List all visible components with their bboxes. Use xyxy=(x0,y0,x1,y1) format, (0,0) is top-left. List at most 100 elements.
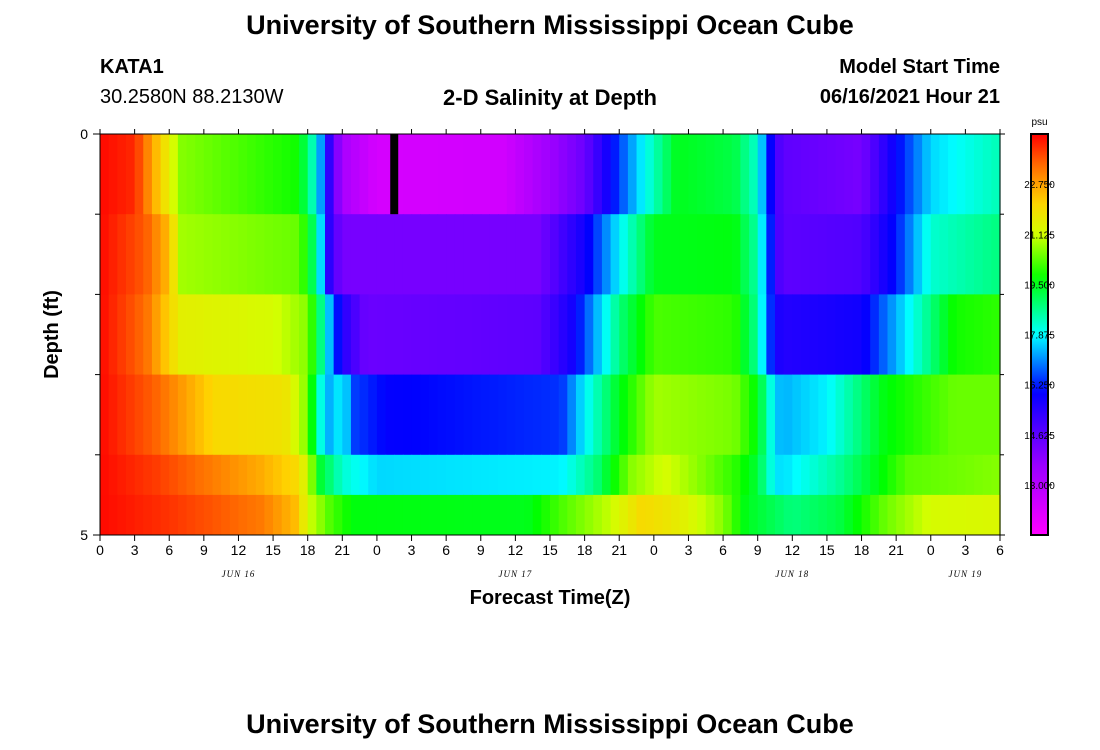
heatmap-cell xyxy=(723,214,733,295)
heatmap-cell xyxy=(281,494,291,536)
heatmap-cell xyxy=(688,134,698,215)
x-tick-label: 0 xyxy=(96,542,104,558)
heatmap-cell xyxy=(852,494,863,536)
heatmap-cell xyxy=(757,214,767,295)
heatmap-cell xyxy=(273,374,283,456)
heatmap-cell xyxy=(273,294,283,376)
heatmap-cell xyxy=(766,494,776,536)
heatmap-cell xyxy=(325,294,335,376)
heatmap-cell xyxy=(463,494,473,536)
heatmap-cell xyxy=(956,374,966,456)
heatmap-cell xyxy=(221,494,231,536)
heatmap-cell xyxy=(601,374,612,456)
heatmap-cell xyxy=(203,374,214,456)
heatmap-cell xyxy=(480,214,491,295)
x-tick-label: 12 xyxy=(508,542,524,558)
heatmap-cell xyxy=(333,494,343,536)
heatmap-cell xyxy=(255,374,266,456)
heatmap-cell xyxy=(930,134,941,215)
heatmap-cell xyxy=(809,214,819,295)
heatmap-cell xyxy=(350,294,361,376)
heatmap-cell xyxy=(342,494,352,536)
heatmap-cell xyxy=(515,214,525,295)
heatmap-cell xyxy=(524,494,534,536)
heatmap-cell xyxy=(956,294,966,376)
heatmap-cell xyxy=(100,134,110,215)
heatmap-cell xyxy=(930,294,941,376)
heatmap-cell xyxy=(714,294,724,376)
heatmap-cell xyxy=(151,134,162,215)
heatmap-cell xyxy=(550,374,560,456)
heatmap-cell xyxy=(108,494,118,536)
heatmap-cell xyxy=(195,134,205,215)
heatmap-cell xyxy=(186,134,196,215)
colorbar-tick-label: 21.125 xyxy=(1024,230,1055,241)
heatmap-cell xyxy=(195,294,205,376)
heatmap-cell xyxy=(229,494,240,536)
heatmap-cell xyxy=(723,134,733,215)
heatmap-cell xyxy=(350,214,361,295)
heatmap-cell xyxy=(273,214,283,295)
heatmap-cell xyxy=(169,214,179,295)
heatmap-cell xyxy=(177,134,188,215)
heatmap-cell xyxy=(177,294,188,376)
heatmap-cell xyxy=(255,494,266,536)
heatmap-cell xyxy=(134,294,144,376)
heatmap-cell xyxy=(662,294,672,376)
heatmap-cell xyxy=(420,294,430,376)
heatmap-cell xyxy=(472,494,482,536)
heatmap-cell xyxy=(974,494,984,536)
heatmap-cell xyxy=(818,374,828,456)
heatmap-cell xyxy=(627,134,638,215)
heatmap-cell xyxy=(541,214,551,295)
heatmap-cell xyxy=(749,294,759,376)
heatmap-cell xyxy=(524,134,534,215)
heatmap-cell xyxy=(532,374,542,456)
y-axis: 05 xyxy=(80,126,1005,543)
heatmap-cell xyxy=(100,214,110,295)
heatmap-cell xyxy=(186,374,196,456)
heatmap-cell xyxy=(186,294,196,376)
heatmap-cell xyxy=(688,214,698,295)
heatmap-cell xyxy=(541,134,551,215)
heatmap-cell xyxy=(766,134,776,215)
heatmap-cell xyxy=(385,294,395,376)
x-tick-label: 3 xyxy=(685,542,693,558)
heatmap-cell xyxy=(333,294,343,376)
heatmap-cell xyxy=(610,494,620,536)
heatmap-cell xyxy=(117,374,127,456)
colorbar-tick-label: 19.500 xyxy=(1024,280,1055,291)
heatmap-cell xyxy=(783,214,793,295)
heatmap-cell xyxy=(532,294,542,376)
page-title: University of Southern Mississippi Ocean… xyxy=(246,10,854,40)
heatmap-cell xyxy=(195,214,205,295)
heatmap-cell xyxy=(662,374,672,456)
heatmap-cell xyxy=(878,294,889,376)
heatmap-cell xyxy=(506,294,516,376)
heatmap-cell xyxy=(619,134,629,215)
heatmap-cell xyxy=(368,494,378,536)
heatmap-cell xyxy=(826,374,837,456)
heatmap-cell xyxy=(982,214,992,295)
heatmap-cell xyxy=(376,494,387,536)
heatmap-cell xyxy=(264,294,274,376)
heatmap-cell xyxy=(437,494,447,536)
x-tick-label: 21 xyxy=(335,542,351,558)
heatmap-cell xyxy=(264,374,274,456)
heatmap-cell xyxy=(281,214,291,295)
heatmap-cell xyxy=(160,134,170,215)
heatmap-cell xyxy=(956,214,966,295)
heatmap-cell xyxy=(619,214,629,295)
heatmap-cell xyxy=(878,374,889,456)
x-day-label: JUN 16 xyxy=(222,569,256,579)
heatmap-cell xyxy=(714,214,724,295)
heatmap-cell xyxy=(394,494,404,536)
heatmap-cell xyxy=(299,374,309,456)
heatmap-cell xyxy=(705,374,716,456)
heatmap-cell xyxy=(203,494,214,536)
heatmap-cell xyxy=(463,294,473,376)
colorbar: psu 22.750 21.125 19.500 17.875 16.250 14.625… xyxy=(1024,117,1055,536)
heatmap-cell xyxy=(524,294,534,376)
heatmap-cell xyxy=(800,494,811,536)
heatmap-cell xyxy=(160,374,170,456)
